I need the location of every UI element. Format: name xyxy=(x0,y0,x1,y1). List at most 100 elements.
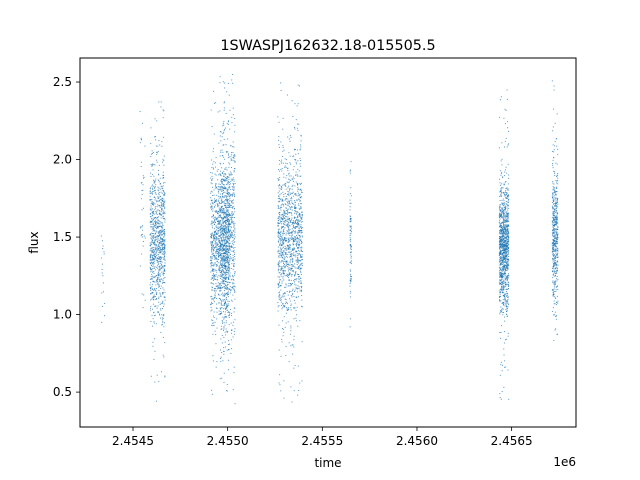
data-point xyxy=(508,194,509,196)
data-point xyxy=(234,222,236,224)
data-point xyxy=(349,199,351,201)
data-point xyxy=(293,247,295,249)
data-point xyxy=(211,232,213,234)
data-point xyxy=(216,288,218,290)
data-point xyxy=(300,256,302,258)
data-point xyxy=(289,251,291,253)
data-point xyxy=(226,261,228,263)
data-point xyxy=(287,248,289,250)
data-point xyxy=(498,215,500,217)
data-point xyxy=(282,234,284,236)
data-point xyxy=(283,240,285,242)
data-point xyxy=(154,181,156,183)
data-point xyxy=(297,233,299,235)
data-point xyxy=(230,194,232,196)
data-point xyxy=(503,386,505,388)
data-point xyxy=(507,248,509,250)
data-point xyxy=(212,270,214,272)
data-point xyxy=(225,322,227,324)
data-point xyxy=(290,232,292,234)
data-point xyxy=(224,278,226,280)
data-point xyxy=(289,222,291,224)
data-point xyxy=(503,287,505,289)
data-point xyxy=(506,233,508,235)
data-point xyxy=(230,226,232,228)
data-point xyxy=(298,279,300,281)
data-point xyxy=(228,203,230,205)
data-point xyxy=(219,241,221,243)
data-point xyxy=(502,288,504,290)
data-point xyxy=(158,187,160,189)
data-point xyxy=(280,238,282,240)
data-point xyxy=(289,221,291,223)
data-point xyxy=(225,199,227,201)
data-point xyxy=(301,242,303,244)
data-point xyxy=(214,256,216,258)
data-point xyxy=(157,283,159,285)
data-point xyxy=(164,250,166,252)
data-point xyxy=(288,273,290,275)
data-point xyxy=(228,239,230,241)
data-point xyxy=(231,263,233,265)
data-point xyxy=(291,266,293,268)
data-point xyxy=(211,277,213,279)
data-point xyxy=(231,201,233,203)
data-point xyxy=(350,245,352,247)
data-point xyxy=(285,322,287,324)
data-point xyxy=(292,292,294,294)
data-point xyxy=(230,214,232,216)
data-point xyxy=(217,228,219,230)
data-point xyxy=(499,257,501,259)
data-point xyxy=(214,232,216,234)
data-point xyxy=(218,245,220,247)
data-point xyxy=(300,243,302,245)
data-point xyxy=(506,187,508,189)
data-point xyxy=(296,234,298,236)
data-point xyxy=(228,316,230,318)
data-point xyxy=(152,233,154,235)
data-point xyxy=(219,313,221,315)
data-point xyxy=(297,222,299,224)
data-point xyxy=(228,232,230,234)
data-point xyxy=(293,223,295,225)
data-point xyxy=(163,174,165,176)
data-point xyxy=(227,220,229,222)
data-point xyxy=(222,236,224,238)
data-point xyxy=(277,116,279,118)
data-point xyxy=(225,188,227,190)
data-point xyxy=(158,313,160,315)
data-point xyxy=(228,259,230,261)
data-point xyxy=(234,252,236,254)
data-point xyxy=(504,207,506,209)
data-point xyxy=(227,261,229,263)
data-point xyxy=(501,302,503,304)
data-point xyxy=(226,269,228,271)
data-point xyxy=(159,246,161,248)
data-point xyxy=(153,296,155,298)
data-point xyxy=(503,204,505,206)
data-point xyxy=(223,268,225,270)
data-point xyxy=(231,231,233,233)
data-point xyxy=(155,284,157,286)
data-point xyxy=(152,210,154,212)
data-point xyxy=(283,213,285,215)
data-point xyxy=(288,181,290,183)
data-point xyxy=(280,205,282,207)
data-point xyxy=(295,119,297,121)
data-point xyxy=(297,183,299,185)
data-point xyxy=(142,229,144,231)
data-point xyxy=(230,220,232,222)
data-point xyxy=(226,214,228,216)
data-point xyxy=(227,231,229,233)
data-point xyxy=(296,288,298,290)
data-point xyxy=(212,282,214,284)
data-point xyxy=(211,393,213,395)
data-point xyxy=(162,301,164,303)
data-point xyxy=(153,226,155,228)
data-point xyxy=(226,219,228,221)
data-point xyxy=(224,213,226,215)
data-point xyxy=(150,243,152,245)
data-point xyxy=(232,202,234,204)
data-point xyxy=(223,239,225,241)
data-point xyxy=(297,215,298,217)
